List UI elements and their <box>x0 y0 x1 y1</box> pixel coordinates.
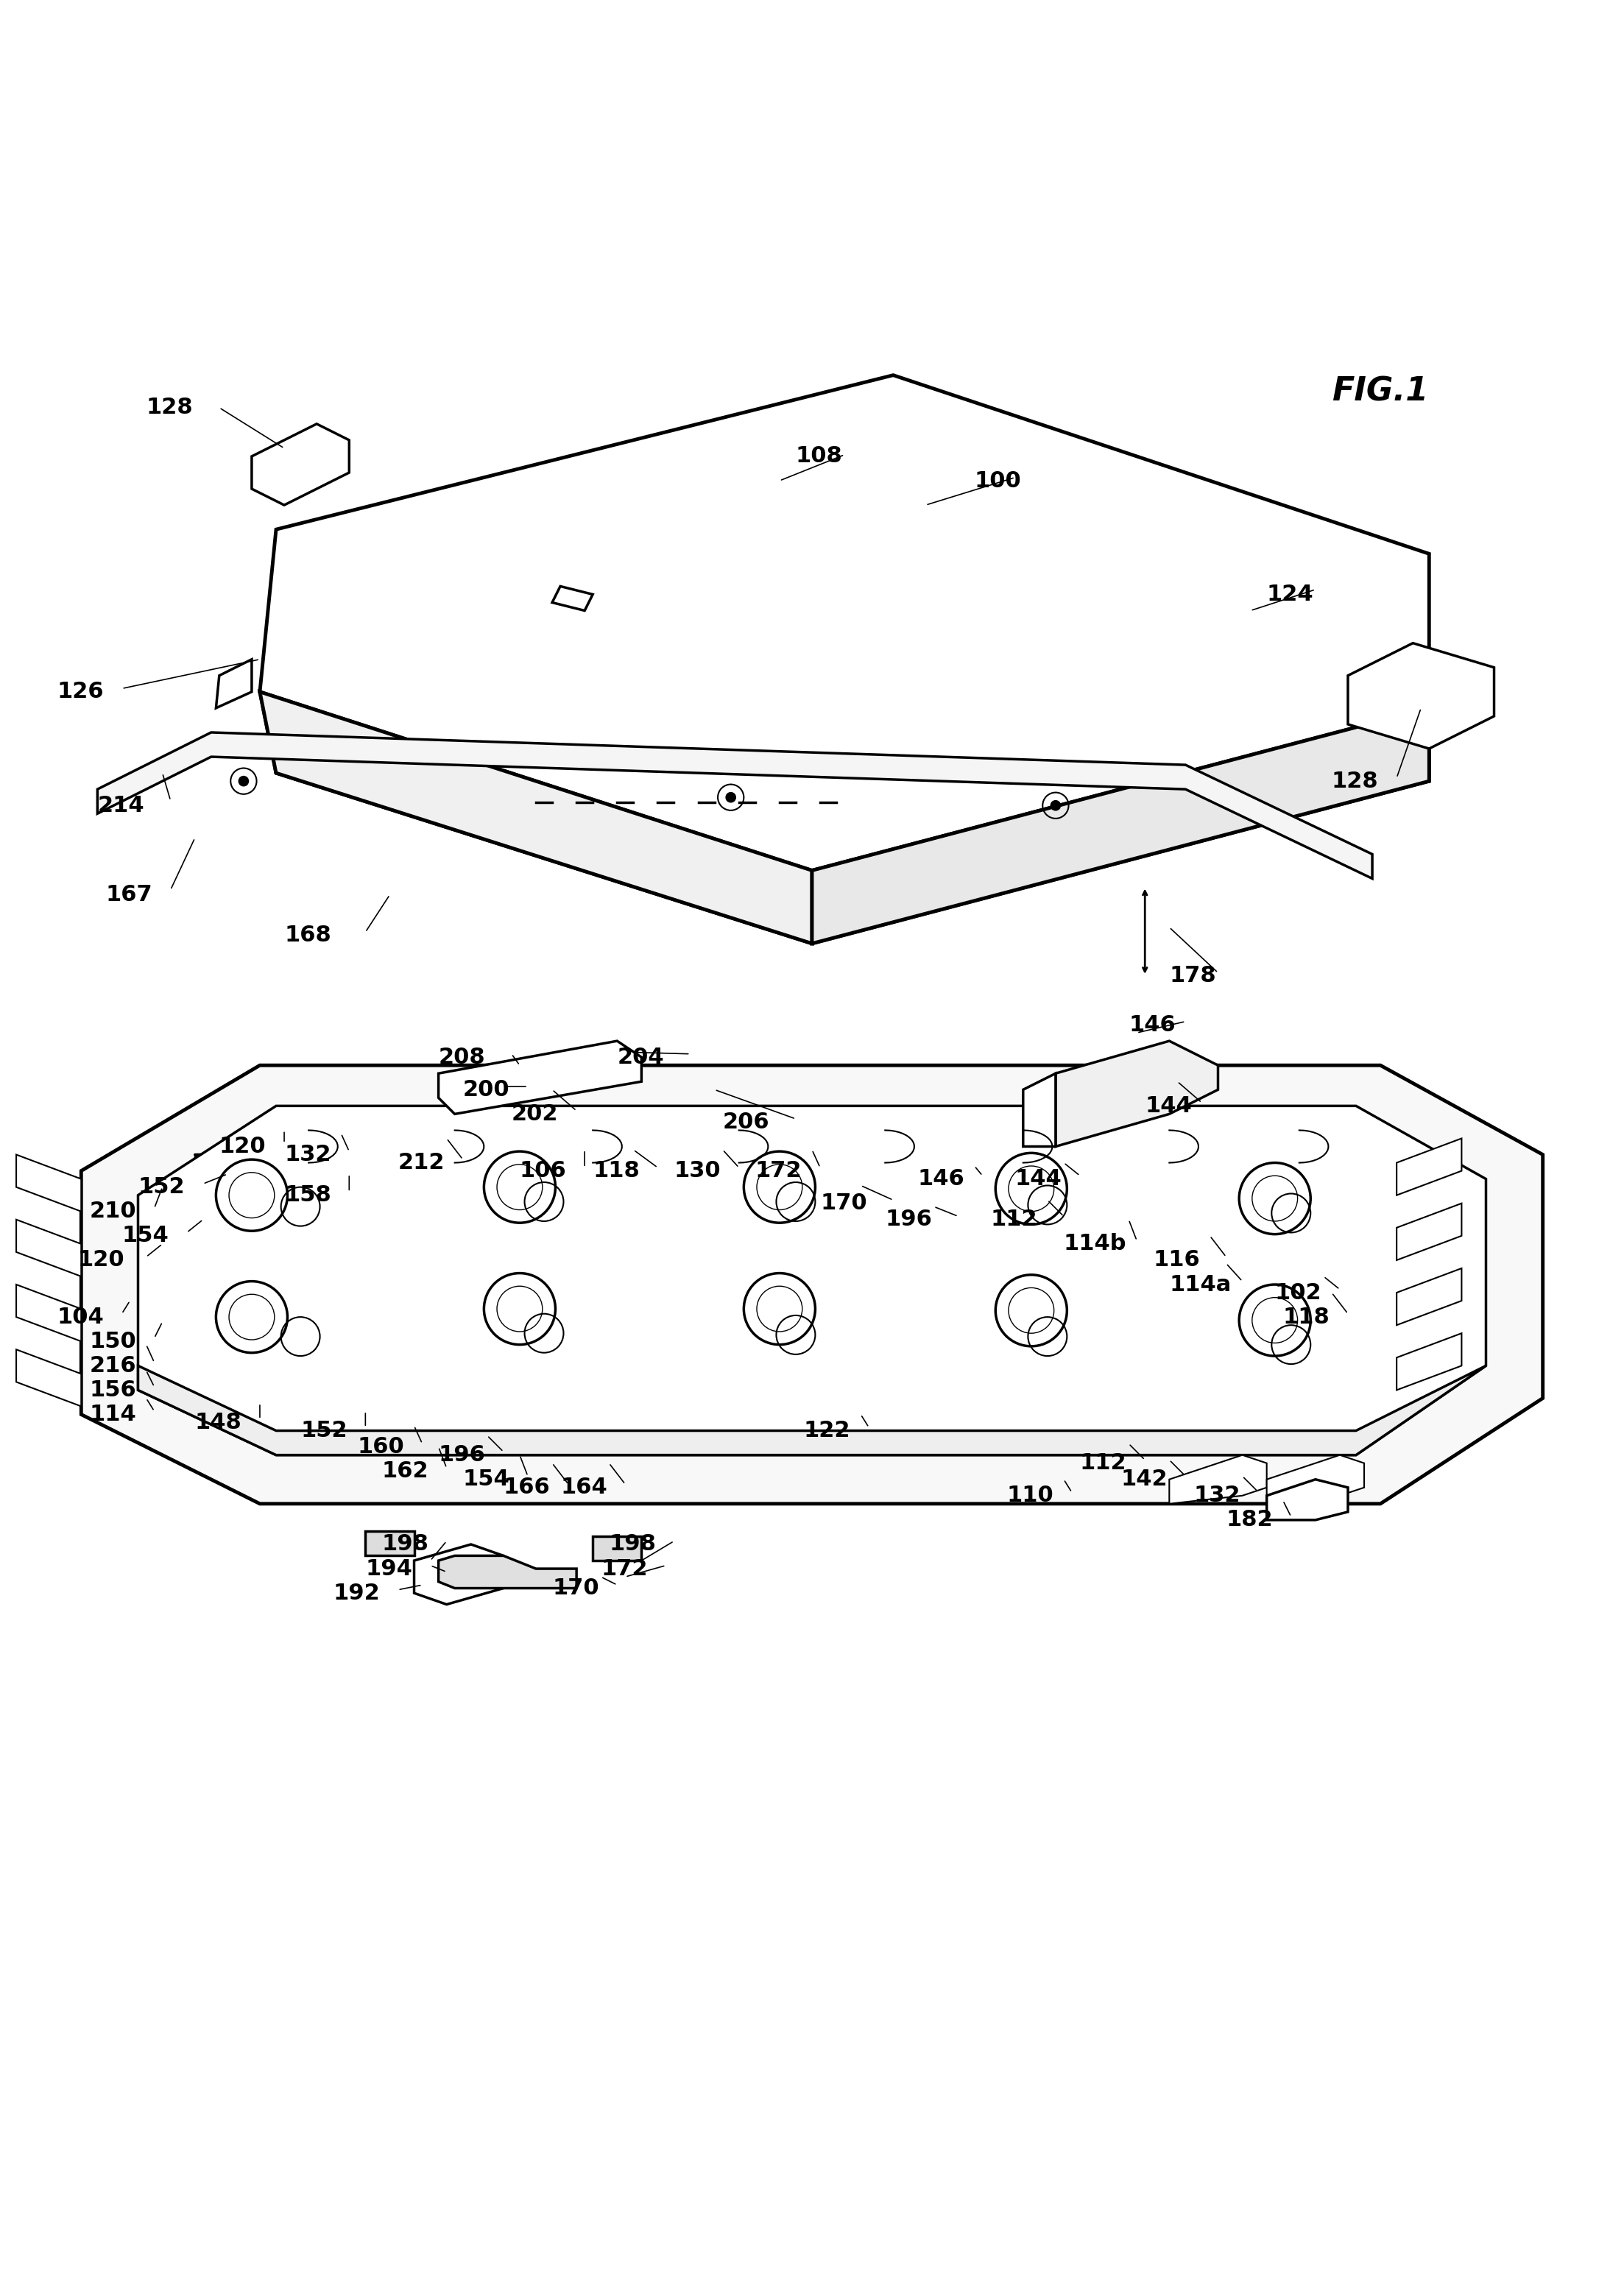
Polygon shape <box>16 1284 81 1341</box>
Text: 132: 132 <box>284 1144 331 1165</box>
Text: 112: 112 <box>991 1208 1038 1231</box>
Text: 178: 178 <box>1169 965 1216 986</box>
Text: 152: 152 <box>138 1176 185 1197</box>
Polygon shape <box>1056 1041 1218 1146</box>
Polygon shape <box>438 1555 577 1589</box>
Text: 172: 172 <box>755 1160 802 1181</box>
Text: 216: 216 <box>89 1355 136 1376</box>
Text: 104: 104 <box>57 1307 104 1328</box>
Text: 172: 172 <box>601 1557 648 1580</box>
Text: 148: 148 <box>195 1412 242 1433</box>
Polygon shape <box>260 692 812 942</box>
Polygon shape <box>138 1105 1486 1456</box>
FancyBboxPatch shape <box>593 1536 641 1562</box>
Text: 144: 144 <box>1015 1169 1062 1190</box>
Text: 144: 144 <box>1145 1096 1192 1117</box>
Polygon shape <box>216 660 252 709</box>
Polygon shape <box>1267 1456 1364 1504</box>
Text: 114: 114 <box>89 1403 136 1426</box>
Text: 110: 110 <box>1007 1486 1054 1507</box>
Text: 170: 170 <box>820 1192 867 1213</box>
Text: 200: 200 <box>463 1080 510 1101</box>
Text: 146: 146 <box>918 1169 965 1190</box>
Text: 212: 212 <box>398 1151 445 1174</box>
Circle shape <box>726 793 736 803</box>
Text: 214: 214 <box>97 796 145 816</box>
Polygon shape <box>414 1545 503 1605</box>
Text: 120: 120 <box>78 1250 125 1270</box>
Polygon shape <box>1023 1073 1056 1146</box>
Polygon shape <box>260 376 1429 871</box>
Polygon shape <box>81 1066 1543 1504</box>
Text: 124: 124 <box>1267 585 1314 605</box>
Text: 114a: 114a <box>1169 1275 1231 1296</box>
Text: 154: 154 <box>122 1224 169 1247</box>
Polygon shape <box>438 1041 641 1114</box>
Text: 170: 170 <box>552 1578 599 1598</box>
Circle shape <box>1051 800 1060 809</box>
Text: 160: 160 <box>357 1435 404 1458</box>
Text: 168: 168 <box>284 924 331 947</box>
Text: 194: 194 <box>365 1557 412 1580</box>
Text: 106: 106 <box>520 1160 567 1181</box>
Text: 116: 116 <box>1153 1250 1200 1270</box>
Polygon shape <box>16 1220 81 1277</box>
Text: 210: 210 <box>89 1202 136 1222</box>
Text: 142: 142 <box>1121 1470 1168 1490</box>
Text: 122: 122 <box>804 1419 851 1442</box>
Text: 120: 120 <box>219 1135 266 1158</box>
Text: 146: 146 <box>1129 1014 1176 1036</box>
Text: 150: 150 <box>89 1330 136 1353</box>
Text: 118: 118 <box>593 1160 640 1181</box>
Text: 198: 198 <box>382 1534 429 1555</box>
Polygon shape <box>1397 1204 1462 1261</box>
Text: 102: 102 <box>1275 1282 1322 1302</box>
Text: 196: 196 <box>885 1208 932 1231</box>
Text: 208: 208 <box>438 1046 486 1069</box>
Text: 167: 167 <box>106 885 153 906</box>
Text: 182: 182 <box>1226 1509 1273 1532</box>
Polygon shape <box>1348 642 1494 748</box>
Polygon shape <box>16 1156 81 1211</box>
Text: 158: 158 <box>284 1185 331 1206</box>
Text: FIG.1: FIG.1 <box>1332 376 1427 408</box>
Text: 156: 156 <box>89 1380 136 1401</box>
Polygon shape <box>1397 1332 1462 1390</box>
Text: 128: 128 <box>1332 770 1379 791</box>
Text: 100: 100 <box>974 470 1021 491</box>
Text: 130: 130 <box>674 1160 721 1181</box>
Text: 152: 152 <box>300 1419 348 1442</box>
Text: 126: 126 <box>57 681 104 702</box>
Polygon shape <box>1267 1479 1348 1520</box>
Text: 154: 154 <box>463 1470 510 1490</box>
Text: 164: 164 <box>560 1477 607 1497</box>
Polygon shape <box>138 1367 1486 1456</box>
Polygon shape <box>97 731 1372 878</box>
FancyBboxPatch shape <box>365 1532 414 1555</box>
Polygon shape <box>252 424 349 504</box>
Polygon shape <box>1169 1456 1267 1504</box>
Text: 128: 128 <box>146 397 193 417</box>
Text: 206: 206 <box>723 1112 770 1133</box>
Text: 198: 198 <box>609 1534 656 1555</box>
Text: 132: 132 <box>1194 1486 1241 1507</box>
Polygon shape <box>1397 1268 1462 1325</box>
Text: 108: 108 <box>796 445 843 468</box>
Polygon shape <box>812 709 1429 942</box>
Text: 114b: 114b <box>1064 1234 1127 1254</box>
Text: 118: 118 <box>1283 1307 1330 1328</box>
Text: 162: 162 <box>382 1461 429 1481</box>
Polygon shape <box>1397 1137 1462 1195</box>
Polygon shape <box>16 1351 81 1406</box>
Circle shape <box>239 777 248 786</box>
Text: 112: 112 <box>1080 1451 1127 1474</box>
Text: 204: 204 <box>617 1046 664 1069</box>
Text: 196: 196 <box>438 1445 486 1465</box>
Text: 192: 192 <box>333 1582 380 1603</box>
Text: 166: 166 <box>503 1477 551 1497</box>
Text: 202: 202 <box>512 1103 559 1124</box>
Polygon shape <box>552 587 593 610</box>
